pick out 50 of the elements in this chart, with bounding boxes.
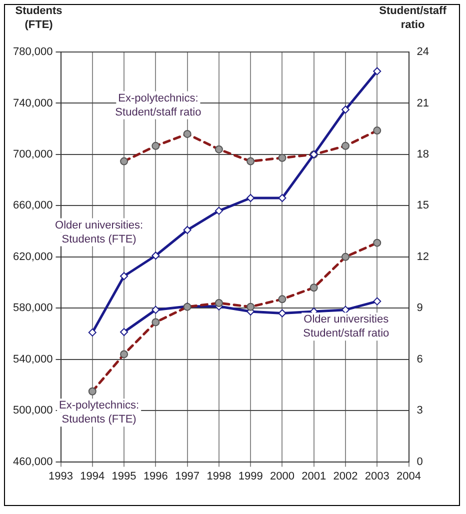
x-tick-label: 2002 bbox=[333, 470, 358, 482]
point bbox=[246, 194, 255, 202]
point bbox=[214, 206, 223, 215]
y2-tick-label: 15 bbox=[416, 200, 430, 212]
x-tick-label: 1996 bbox=[143, 470, 168, 482]
point bbox=[120, 272, 128, 280]
y2-tick-label: 3 bbox=[416, 404, 423, 417]
point bbox=[120, 328, 128, 336]
y-tick-label: 540,000 bbox=[12, 353, 53, 366]
y-tick-label: 460,000 bbox=[12, 456, 53, 468]
y2-tick-label: 0 bbox=[416, 456, 423, 468]
y-axis-title: Students (FTE) bbox=[15, 5, 62, 32]
x-tick-label: 1994 bbox=[80, 470, 105, 482]
x-tick-label: 1997 bbox=[175, 470, 200, 482]
x-tick-label: 2003 bbox=[364, 470, 390, 482]
x-tick-label: 1999 bbox=[238, 470, 263, 482]
y-tick-label: 660,000 bbox=[12, 200, 53, 212]
point bbox=[183, 226, 192, 234]
x-tick-label: 1993 bbox=[48, 470, 74, 482]
point bbox=[278, 194, 286, 202]
y-tick-label: 700,000 bbox=[12, 148, 53, 160]
point bbox=[88, 328, 96, 336]
y2-tick-label: 24 bbox=[416, 46, 430, 58]
x-tick-label: 1998 bbox=[206, 470, 232, 482]
x-tick-label: 1995 bbox=[112, 470, 136, 482]
point bbox=[373, 67, 382, 76]
point bbox=[341, 106, 350, 114]
x-tick-label: 2000 bbox=[270, 470, 294, 482]
y2-tick-label: 21 bbox=[416, 97, 430, 110]
series-label: Ex-polytechnics: Students (FTE) bbox=[58, 400, 140, 426]
x-tick-label: 2004 bbox=[396, 470, 422, 482]
point bbox=[373, 297, 382, 306]
point bbox=[152, 306, 160, 314]
y-tick-label: 580,000 bbox=[12, 302, 53, 314]
y2-tick-label: 6 bbox=[416, 353, 423, 366]
series-label: Older universities Student/staff ratio bbox=[303, 314, 390, 340]
point bbox=[278, 309, 286, 318]
y2-tick-label: 18 bbox=[416, 148, 430, 160]
series-label: Ex-polytechnics: Student/staff ratio bbox=[115, 92, 202, 118]
x-tick-label: 2001 bbox=[302, 470, 326, 482]
y-tick-label: 500,000 bbox=[12, 404, 53, 417]
y-tick-label: 620,000 bbox=[12, 250, 53, 263]
series-label: Older universities: Students (FTE) bbox=[55, 219, 144, 246]
point bbox=[152, 252, 160, 260]
point bbox=[341, 306, 350, 314]
y2-axis-title: Student/staff ratio bbox=[379, 5, 447, 32]
y2-tick-label: 12 bbox=[416, 250, 430, 263]
y-tick-label: 740,000 bbox=[12, 97, 53, 110]
y-tick-label: 780,000 bbox=[12, 46, 53, 58]
y2-tick-label: 9 bbox=[416, 302, 423, 314]
